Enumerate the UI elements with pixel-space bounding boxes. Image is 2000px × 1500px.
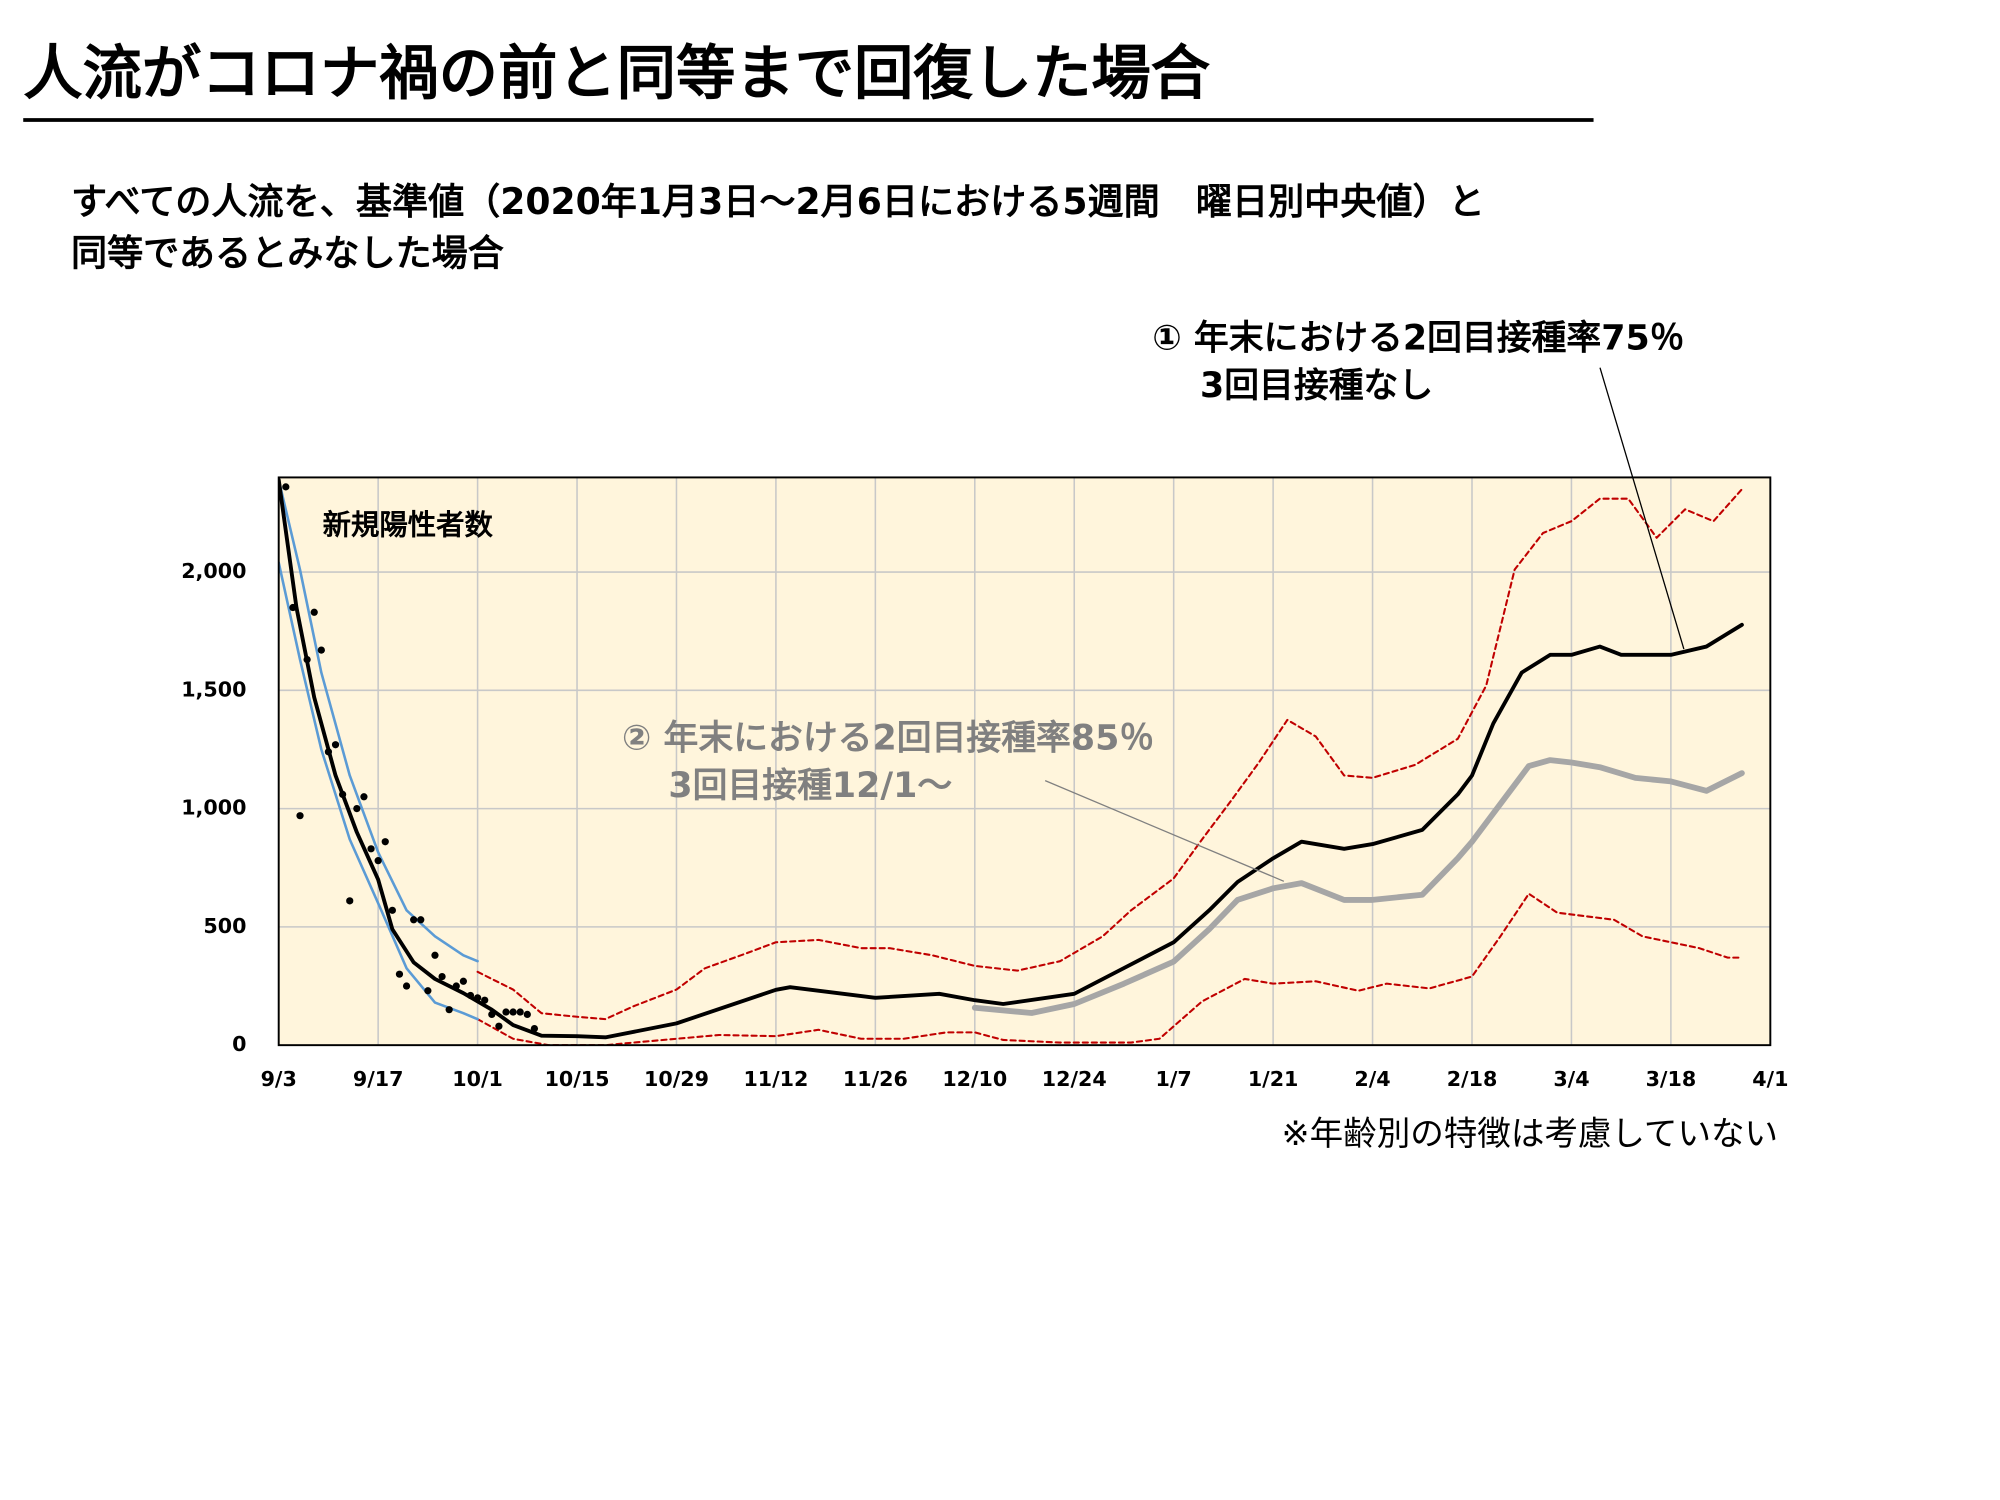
x-tick-label: 11/12	[743, 1067, 808, 1091]
data-point	[473, 994, 482, 1002]
series-layer	[278, 477, 1745, 1046]
data-point	[495, 1022, 503, 1030]
slide-title: 人流がコロナ禍の前と同等まで回復した場合	[23, 39, 1211, 108]
data-point	[417, 916, 425, 924]
y-tick-label: 2,000	[181, 559, 246, 583]
x-tick-label: 4/1	[1752, 1067, 1788, 1091]
leader-line	[1044, 780, 1285, 882]
annotation: ② 年末における2回目接種率85％	[622, 718, 1154, 758]
footnote: ※年齢別の特徴は考慮していない	[1282, 1114, 1779, 1153]
y-axis-label: 新規陽性者数	[323, 508, 494, 541]
data-point	[402, 982, 411, 990]
dashed-line	[476, 892, 1743, 1046]
line	[278, 561, 479, 1021]
line	[278, 478, 479, 963]
y-tick-label: 0	[232, 1032, 246, 1056]
plot-area: 9/3 9/17 10/1 10/15 10/29 11/12 11/26 12/10 12/2…	[181, 476, 1788, 1091]
x-tick-label: 10/15	[545, 1067, 610, 1091]
data-point	[395, 970, 404, 978]
data-point	[339, 790, 347, 799]
data-point	[530, 1024, 539, 1033]
data-point	[317, 646, 325, 654]
x-tick-label: 11/26	[843, 1067, 908, 1091]
data-point	[445, 1006, 453, 1014]
x-tick-label: 3/18	[1646, 1067, 1697, 1091]
data-point	[502, 1008, 510, 1016]
x-tick-label: 12/10	[942, 1067, 1007, 1091]
data-point	[353, 804, 361, 813]
data-point	[424, 987, 432, 995]
x-tick-label: 1/7	[1156, 1067, 1192, 1091]
x-tick-label: 9/17	[353, 1067, 404, 1091]
data-point	[388, 906, 396, 914]
data-point	[324, 748, 333, 756]
annotation: ① 年末における2回目接種率75％	[1152, 318, 1684, 358]
data-point	[282, 483, 290, 491]
data-point	[367, 845, 375, 853]
data-point	[523, 1010, 531, 1019]
line	[971, 757, 1745, 1016]
data-point	[410, 916, 418, 924]
x-tick-label: 2/4	[1354, 1067, 1390, 1091]
x-tick-label: 12/24	[1042, 1067, 1107, 1091]
data-point	[360, 793, 368, 801]
data-point	[481, 996, 489, 1004]
y-tick-label: 1,500	[181, 677, 246, 701]
data-point	[431, 951, 439, 959]
data-point	[303, 655, 311, 664]
x-tick-label: 2/18	[1447, 1067, 1498, 1091]
data-point	[296, 812, 304, 820]
data-point	[488, 1010, 496, 1019]
y-tick-label: 500	[203, 914, 246, 938]
data-point	[331, 741, 340, 749]
x-tick-label: 10/1	[452, 1067, 503, 1091]
data-point	[509, 1008, 517, 1016]
data-point	[459, 977, 467, 985]
data-point	[346, 897, 354, 905]
data-point	[452, 982, 460, 990]
annotation: 3回目接種12/1～	[668, 766, 952, 806]
plot-border	[277, 476, 1772, 1047]
y-tick-label: 1,000	[181, 796, 246, 820]
annotation: 3回目接種なし	[1200, 366, 1433, 406]
data-point	[516, 1008, 524, 1016]
x-tick-label: 9/3	[261, 1067, 297, 1091]
x-tick-label: 1/21	[1248, 1067, 1299, 1091]
subtitle-line: すべての人流を、基準値（2020年1月3日～2月6日における5週間 曜日別中央値…	[71, 180, 1485, 223]
data-point	[438, 972, 446, 981]
leader-line	[1599, 367, 1685, 650]
data-point	[466, 991, 475, 1000]
data-point	[310, 608, 318, 616]
data-point	[289, 603, 297, 612]
dashed-line	[476, 488, 1743, 1021]
subtitle-line: 同等であるとみなした場合	[71, 231, 504, 274]
x-tick-label: 3/4	[1553, 1067, 1589, 1091]
line	[278, 477, 1744, 1040]
x-tick-label: 10/29	[644, 1067, 709, 1091]
data-point	[374, 857, 382, 865]
data-point	[381, 838, 389, 846]
